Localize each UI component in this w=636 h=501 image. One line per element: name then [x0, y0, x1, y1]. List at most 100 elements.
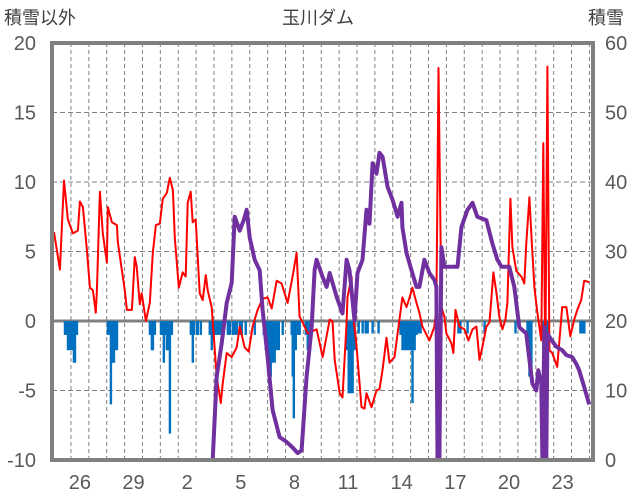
bar	[273, 321, 276, 363]
bar	[151, 321, 155, 351]
bar	[196, 321, 200, 335]
bar	[357, 321, 360, 334]
bar	[163, 321, 167, 335]
bar	[351, 321, 354, 394]
right-tick-label: 50	[605, 103, 627, 125]
bar	[292, 321, 296, 419]
bar	[208, 321, 211, 335]
bar	[218, 321, 221, 335]
left-tick-label: -5	[18, 381, 36, 403]
bar	[166, 321, 170, 351]
bar	[253, 321, 257, 335]
bar	[281, 321, 284, 335]
bar	[233, 321, 237, 335]
bar	[413, 321, 416, 351]
line-series	[52, 65, 592, 462]
bar	[75, 321, 79, 335]
right-tick-label: 30	[605, 242, 627, 264]
bar	[298, 321, 301, 335]
left-tick-label: 15	[14, 103, 36, 125]
bar	[417, 321, 420, 334]
bar	[153, 321, 157, 335]
left-tick-label: 0	[25, 311, 36, 333]
x-tick-label: 29	[122, 472, 144, 494]
bar	[216, 321, 220, 335]
bar	[106, 321, 110, 335]
left-tick-label: -10	[7, 450, 36, 472]
bar	[168, 321, 172, 434]
bar	[419, 321, 422, 334]
x-tick-label: 20	[498, 472, 520, 494]
right-tick-label: 40	[605, 172, 627, 194]
right-tick-label: 10	[605, 381, 627, 403]
bar	[240, 321, 243, 335]
bar	[377, 321, 380, 334]
bar	[583, 321, 586, 334]
bar	[244, 321, 247, 335]
x-tick-label: 14	[391, 472, 413, 494]
bar	[403, 321, 406, 351]
bar	[530, 321, 533, 377]
x-tick-label: 8	[289, 472, 300, 494]
bar	[199, 321, 203, 335]
bar	[275, 321, 279, 351]
bar	[112, 321, 116, 363]
bar	[64, 321, 68, 335]
plot-frame	[50, 41, 595, 462]
bar	[189, 321, 193, 335]
bar	[73, 321, 77, 363]
bar	[415, 321, 418, 335]
plot-border	[50, 41, 595, 462]
bar	[407, 321, 410, 351]
bar	[160, 321, 164, 335]
bar	[271, 321, 274, 363]
bar	[411, 321, 414, 404]
x-tick-label: 26	[69, 472, 91, 494]
right-axis-title: 積雪	[588, 8, 624, 29]
right-tick-label: 20	[605, 311, 627, 333]
bar	[170, 321, 174, 335]
non-snow-line	[53, 65, 590, 410]
bar	[361, 321, 364, 334]
bar	[267, 321, 270, 377]
bar	[409, 321, 412, 351]
x-tick-label: 11	[338, 472, 359, 494]
bar	[192, 321, 196, 335]
bar	[226, 321, 230, 335]
bar	[366, 321, 369, 334]
bar	[514, 321, 517, 334]
x-tick-label: 23	[551, 472, 573, 494]
bar	[401, 321, 404, 351]
bar	[306, 321, 309, 351]
bar	[399, 321, 402, 335]
left-tick-label: 5	[25, 242, 36, 264]
bar	[210, 321, 213, 351]
bar	[162, 321, 166, 363]
x-tick-label: 5	[235, 472, 246, 494]
bar	[115, 321, 119, 351]
bar	[231, 321, 235, 335]
bar	[581, 321, 584, 334]
bar	[371, 321, 374, 334]
left-tick-label: 10	[14, 172, 36, 194]
bar	[483, 321, 486, 334]
right-tick-label: 60	[605, 33, 627, 55]
bar	[579, 321, 582, 334]
bar	[67, 321, 71, 351]
bar	[214, 321, 218, 335]
bar	[466, 321, 469, 334]
bar	[349, 321, 352, 394]
bar	[235, 321, 238, 335]
bar	[457, 321, 460, 334]
left-axis-title: 積雪以外	[4, 8, 76, 29]
right-tick-label: 0	[605, 450, 616, 472]
gridlines	[52, 43, 593, 460]
bar	[277, 321, 280, 351]
bar	[405, 321, 408, 351]
chart-title: 玉川ダム	[282, 8, 354, 29]
bar	[296, 321, 299, 335]
bar	[269, 321, 272, 377]
bar	[347, 321, 350, 394]
